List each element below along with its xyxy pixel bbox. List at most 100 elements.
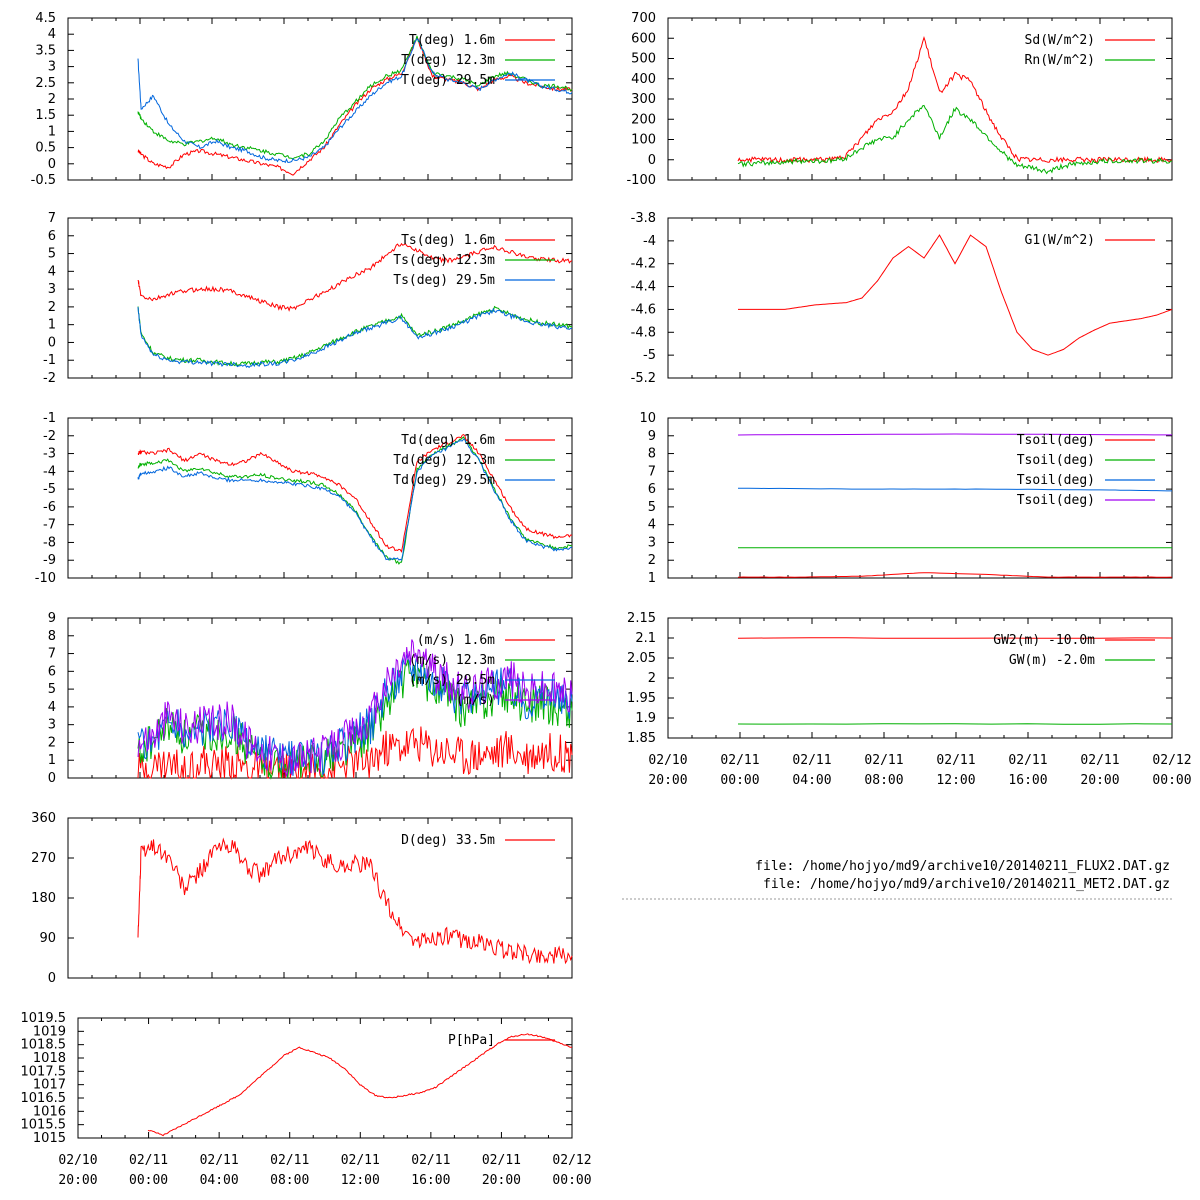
- y-tick-label: 0: [648, 153, 656, 168]
- y-tick-label: 9: [48, 611, 56, 626]
- series-line-red: [137, 434, 573, 553]
- y-tick-label: -10: [35, 571, 56, 586]
- series-line-green: [137, 436, 573, 565]
- series-line-green: [737, 723, 1173, 725]
- file-info-block: file: /home/hojyo/md9/archive10/20140211…: [622, 859, 1173, 900]
- legend-label: Td(deg) 29.5m: [393, 473, 495, 488]
- series-line-red: [137, 726, 573, 780]
- y-tick-label: -5: [643, 348, 656, 363]
- legend-label: T(deg) 1.6m: [409, 33, 495, 48]
- x-tick-date: 02/11: [270, 1153, 309, 1168]
- x-tick-time: 00:00: [129, 1173, 168, 1188]
- y-tick-label: 7: [48, 211, 56, 226]
- x-tick-time: 16:00: [411, 1173, 450, 1188]
- legend-label: Tsoil(deg): [1017, 493, 1095, 508]
- series-line-red: [137, 35, 573, 176]
- legend-label: Rn(W/m^2): [1025, 53, 1095, 68]
- x-tick-date: 02/11: [200, 1153, 239, 1168]
- legend-label: (m/s) 29.5m: [409, 673, 495, 688]
- series-line-red: [738, 234, 1173, 356]
- x-tick-date: 02/11: [1080, 753, 1119, 768]
- x-tick-date: 02/10: [648, 753, 687, 768]
- legend-label: (m/s) 1.6m: [417, 633, 495, 648]
- y-tick-label: 0: [48, 157, 56, 172]
- y-tick-label: -4: [43, 464, 56, 479]
- x-tick-date: 02/11: [720, 753, 759, 768]
- y-tick-label: 4: [648, 518, 656, 533]
- y-tick-label: 4.5: [35, 11, 56, 26]
- y-tick-label: 3: [648, 535, 656, 550]
- legend-label: Tsoil(deg): [1017, 453, 1095, 468]
- y-tick-label: 360: [31, 811, 56, 826]
- file-label-met: file: /home/hojyo/md9/archive10/20140211…: [763, 877, 1170, 892]
- y-tick-label: -4.6: [631, 302, 656, 317]
- y-tick-label: -5.2: [631, 371, 656, 386]
- x-tick-time: 20:00: [648, 773, 687, 788]
- y-tick-label: 1.5: [35, 108, 56, 123]
- y-tick-label: 1017.5: [21, 1064, 67, 1079]
- y-tick-label: 7: [648, 464, 656, 479]
- y-tick-label: 2: [648, 553, 656, 568]
- series-line-red: [137, 242, 573, 312]
- series-line-red: [147, 1033, 572, 1137]
- groundwater-chart: 1.85 1.9 1.95 2 2.05 2.1 2.15 02/10 20:00 02/11 00…: [627, 611, 1192, 788]
- x-tick-time: 20:00: [1080, 773, 1119, 788]
- x-tick-date: 02/11: [864, 753, 903, 768]
- plot-frame: [77, 1017, 573, 1139]
- y-tick-label: 1016.5: [21, 1091, 67, 1106]
- legend-label: P[hPa]: [448, 1033, 495, 1048]
- y-tick-label: 0: [48, 771, 56, 786]
- x-tick-time: 00:00: [1152, 773, 1191, 788]
- wind-direction-chart: 0 90 180 270 360 D(deg) 33.5m: [31, 811, 573, 986]
- series-line-blue: [737, 487, 1172, 492]
- y-tick-label: -0.5: [31, 173, 56, 188]
- legend-label: D(deg) 33.5m: [401, 833, 495, 848]
- legend-label: Td(deg) 12.3m: [393, 453, 495, 468]
- y-tick-label: 1: [48, 318, 56, 333]
- legend-label: G1(W/m^2): [1025, 233, 1095, 248]
- x-tick-time: 08:00: [270, 1173, 309, 1188]
- y-tick-label: 1018: [33, 1051, 66, 1066]
- y-tick-label: 4: [48, 27, 56, 42]
- y-tick-label: 200: [631, 112, 656, 127]
- y-tick-label: -6: [43, 500, 56, 515]
- y-tick-label: 1017: [33, 1078, 66, 1093]
- y-tick-label: 1.9: [635, 711, 656, 726]
- x-tick-time: 20:00: [58, 1173, 97, 1188]
- legend-label: Tsoil(deg): [1017, 473, 1095, 488]
- y-tick-label: 1.95: [627, 691, 656, 706]
- plot-frame: [67, 217, 573, 379]
- legend-label: Ts(deg) 29.5m: [393, 273, 495, 288]
- y-tick-label: -100: [626, 173, 656, 188]
- y-tick-label: 1019: [33, 1024, 66, 1039]
- x-tick-date: 02/10: [58, 1153, 97, 1168]
- plot-frame: [67, 417, 573, 579]
- file-label-flux: file: /home/hojyo/md9/archive10/20140211…: [755, 859, 1170, 874]
- series-line-blue: [137, 37, 573, 164]
- air-temperature-chart: -0.500.5 11.522.53 3.544.5 T(deg) 1.6m T(deg…: [31, 11, 573, 188]
- y-tick-label: 3: [48, 60, 56, 75]
- y-tick-label: -4: [643, 234, 656, 249]
- y-tick-label: 3: [48, 282, 56, 297]
- y-tick-label: -3: [43, 447, 56, 462]
- plot-frame: [667, 217, 1173, 379]
- y-tick-label: 1019.5: [21, 1011, 67, 1026]
- x-tick-date: 02/11: [341, 1153, 380, 1168]
- x-tick-time: 16:00: [1008, 773, 1047, 788]
- y-tick-label: 0: [48, 335, 56, 350]
- x-tick-date: 02/11: [129, 1153, 168, 1168]
- y-tick-label: 1: [48, 753, 56, 768]
- legend-label: Ts(deg) 12.3m: [393, 253, 495, 268]
- y-tick-label: 2: [648, 671, 656, 686]
- dew-point-chart: -10 -9 -8 -7 -6 -5 -4 -3 -2 -1 Td(deg) 1.6m Td(deg)…: [35, 411, 573, 586]
- y-tick-label: 400: [631, 72, 656, 87]
- y-tick-label: -5: [43, 482, 56, 497]
- y-tick-label: 9: [648, 429, 656, 444]
- y-tick-label: -8: [43, 535, 56, 550]
- y-tick-label: 4: [48, 700, 56, 715]
- y-tick-label: 8: [48, 629, 56, 644]
- legend-label: (m/s): [456, 693, 495, 708]
- y-tick-label: -4.4: [631, 280, 656, 295]
- legend-label: T(deg) 12.3m: [401, 53, 495, 68]
